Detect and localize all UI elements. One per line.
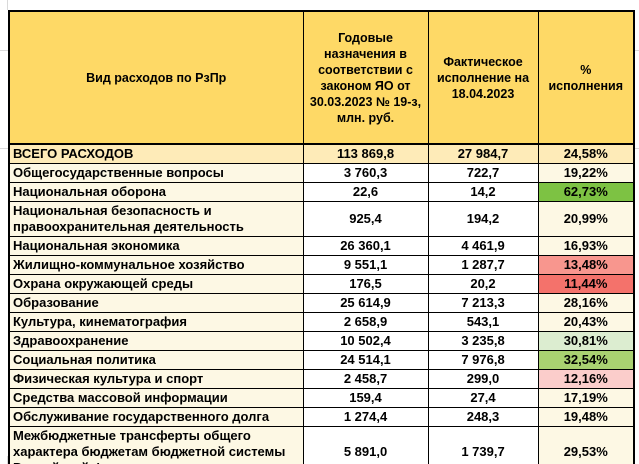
row-label-cell: Национальная экономика [8, 236, 304, 256]
margin-gridline [633, 148, 639, 149]
column-header-expense-type: Вид расходов по РзПр [8, 10, 304, 145]
actual-value-cell: 7 213,3 [427, 293, 539, 313]
actual-value-cell: 248,3 [427, 407, 539, 427]
percent-cell: 62,73% [537, 182, 635, 202]
percent-cell: 13,48% [537, 255, 635, 275]
table-row: Здравоохранение 10 502,4 3 235,8 30,81% [8, 331, 635, 351]
annual-value-cell: 113 869,8 [302, 143, 429, 164]
annual-value-cell: 159,4 [302, 388, 429, 408]
table-row-total: ВСЕГО РАСХОДОВ 113 869,8 27 984,7 24,58% [8, 143, 635, 164]
table-row: Общегосударственные вопросы 3 760,3 722,… [8, 163, 635, 183]
row-label-cell: Общегосударственные вопросы [8, 163, 304, 183]
column-header-actual-execution: Фактическое исполнение на 18.04.2023 [427, 10, 539, 145]
margin-gridline [7, 0, 8, 10]
table-header: Вид расходов по РзПр Годовые назначения … [8, 10, 635, 145]
row-label-cell: Охрана окружающей среды [8, 274, 304, 294]
annual-value-cell: 2 658,9 [302, 312, 429, 332]
percent-cell: 19,48% [537, 407, 635, 427]
margin-gridline [0, 50, 8, 51]
actual-value-cell: 194,2 [427, 201, 539, 237]
column-header-percent-execution: % исполнения [537, 10, 635, 145]
table-row: Межбюджетные трансферты общего характера… [8, 426, 635, 464]
annual-value-cell: 925,4 [302, 201, 429, 237]
row-label-cell: Национальная оборона [8, 182, 304, 202]
percent-cell: 19,22% [537, 163, 635, 183]
actual-value-cell: 1 739,7 [427, 426, 539, 464]
actual-value-cell: 543,1 [427, 312, 539, 332]
annual-value-cell: 1 274,4 [302, 407, 429, 427]
header-row: Вид расходов по РзПр Годовые назначения … [8, 10, 635, 145]
percent-cell: 11,44% [537, 274, 635, 294]
percent-cell: 17,19% [537, 388, 635, 408]
annual-value-cell: 9 551,1 [302, 255, 429, 275]
row-label-cell: Обслуживание государственного долга [8, 407, 304, 427]
actual-value-cell: 14,2 [427, 182, 539, 202]
row-label-cell: Жилищно-коммунальное хозяйство [8, 255, 304, 275]
row-label-cell: Социальная политика [8, 350, 304, 370]
column-header-annual-allocation: Годовые назначения в соответствии с зако… [302, 10, 429, 145]
actual-value-cell: 27 984,7 [427, 143, 539, 164]
margin-gridline [0, 148, 8, 149]
percent-cell: 28,16% [537, 293, 635, 313]
table-row: Культура, кинематография 2 658,9 543,1 2… [8, 312, 635, 332]
actual-value-cell: 20,2 [427, 274, 539, 294]
annual-value-cell: 25 614,9 [302, 293, 429, 313]
row-label-cell: ВСЕГО РАСХОДОВ [8, 143, 304, 164]
percent-cell: 30,81% [537, 331, 635, 351]
table-row: Национальная экономика 26 360,1 4 461,9 … [8, 236, 635, 256]
actual-value-cell: 1 287,7 [427, 255, 539, 275]
percent-cell: 32,54% [537, 350, 635, 370]
actual-value-cell: 722,7 [427, 163, 539, 183]
annual-value-cell: 2 458,7 [302, 369, 429, 389]
annual-value-cell: 3 760,3 [302, 163, 429, 183]
percent-cell: 20,99% [537, 201, 635, 237]
row-label-cell: Образование [8, 293, 304, 313]
annual-value-cell: 176,5 [302, 274, 429, 294]
actual-value-cell: 7 976,8 [427, 350, 539, 370]
percent-cell: 24,58% [537, 143, 635, 164]
budget-execution-table: Вид расходов по РзПр Годовые назначения … [8, 10, 635, 464]
percent-cell: 16,93% [537, 236, 635, 256]
table-row: Физическая культура и спорт 2 458,7 299,… [8, 369, 635, 389]
row-label-cell: Здравоохранение [8, 331, 304, 351]
actual-value-cell: 27,4 [427, 388, 539, 408]
table-row: Жилищно-коммунальное хозяйство 9 551,1 1… [8, 255, 635, 275]
table-row: Образование 25 614,9 7 213,3 28,16% [8, 293, 635, 313]
margin-gridline [7, 456, 8, 464]
annual-value-cell: 26 360,1 [302, 236, 429, 256]
table-body: ВСЕГО РАСХОДОВ 113 869,8 27 984,7 24,58%… [8, 143, 635, 464]
row-label-cell: Культура, кинематография [8, 312, 304, 332]
actual-value-cell: 4 461,9 [427, 236, 539, 256]
row-label-cell: Средства массовой информации [8, 388, 304, 408]
table-row: Социальная политика 24 514,1 7 976,8 32,… [8, 350, 635, 370]
margin-gridline [633, 50, 639, 51]
percent-cell: 29,53% [537, 426, 635, 464]
table-row: Национальная оборона 22,6 14,2 62,73% [8, 182, 635, 202]
percent-cell: 20,43% [537, 312, 635, 332]
table-row: Средства массовой информации 159,4 27,4 … [8, 388, 635, 408]
percent-cell: 12,16% [537, 369, 635, 389]
annual-value-cell: 10 502,4 [302, 331, 429, 351]
row-label-cell: Межбюджетные трансферты общего характера… [8, 426, 304, 464]
table-row: Национальная безопасность и правоохранит… [8, 201, 635, 237]
row-label-cell: Физическая культура и спорт [8, 369, 304, 389]
annual-value-cell: 24 514,1 [302, 350, 429, 370]
annual-value-cell: 5 891,0 [302, 426, 429, 464]
row-label-cell: Национальная безопасность и правоохранит… [8, 201, 304, 237]
table-row: Охрана окружающей среды 176,5 20,2 11,44… [8, 274, 635, 294]
table-row: Обслуживание государственного долга 1 27… [8, 407, 635, 427]
actual-value-cell: 3 235,8 [427, 331, 539, 351]
annual-value-cell: 22,6 [302, 182, 429, 202]
actual-value-cell: 299,0 [427, 369, 539, 389]
